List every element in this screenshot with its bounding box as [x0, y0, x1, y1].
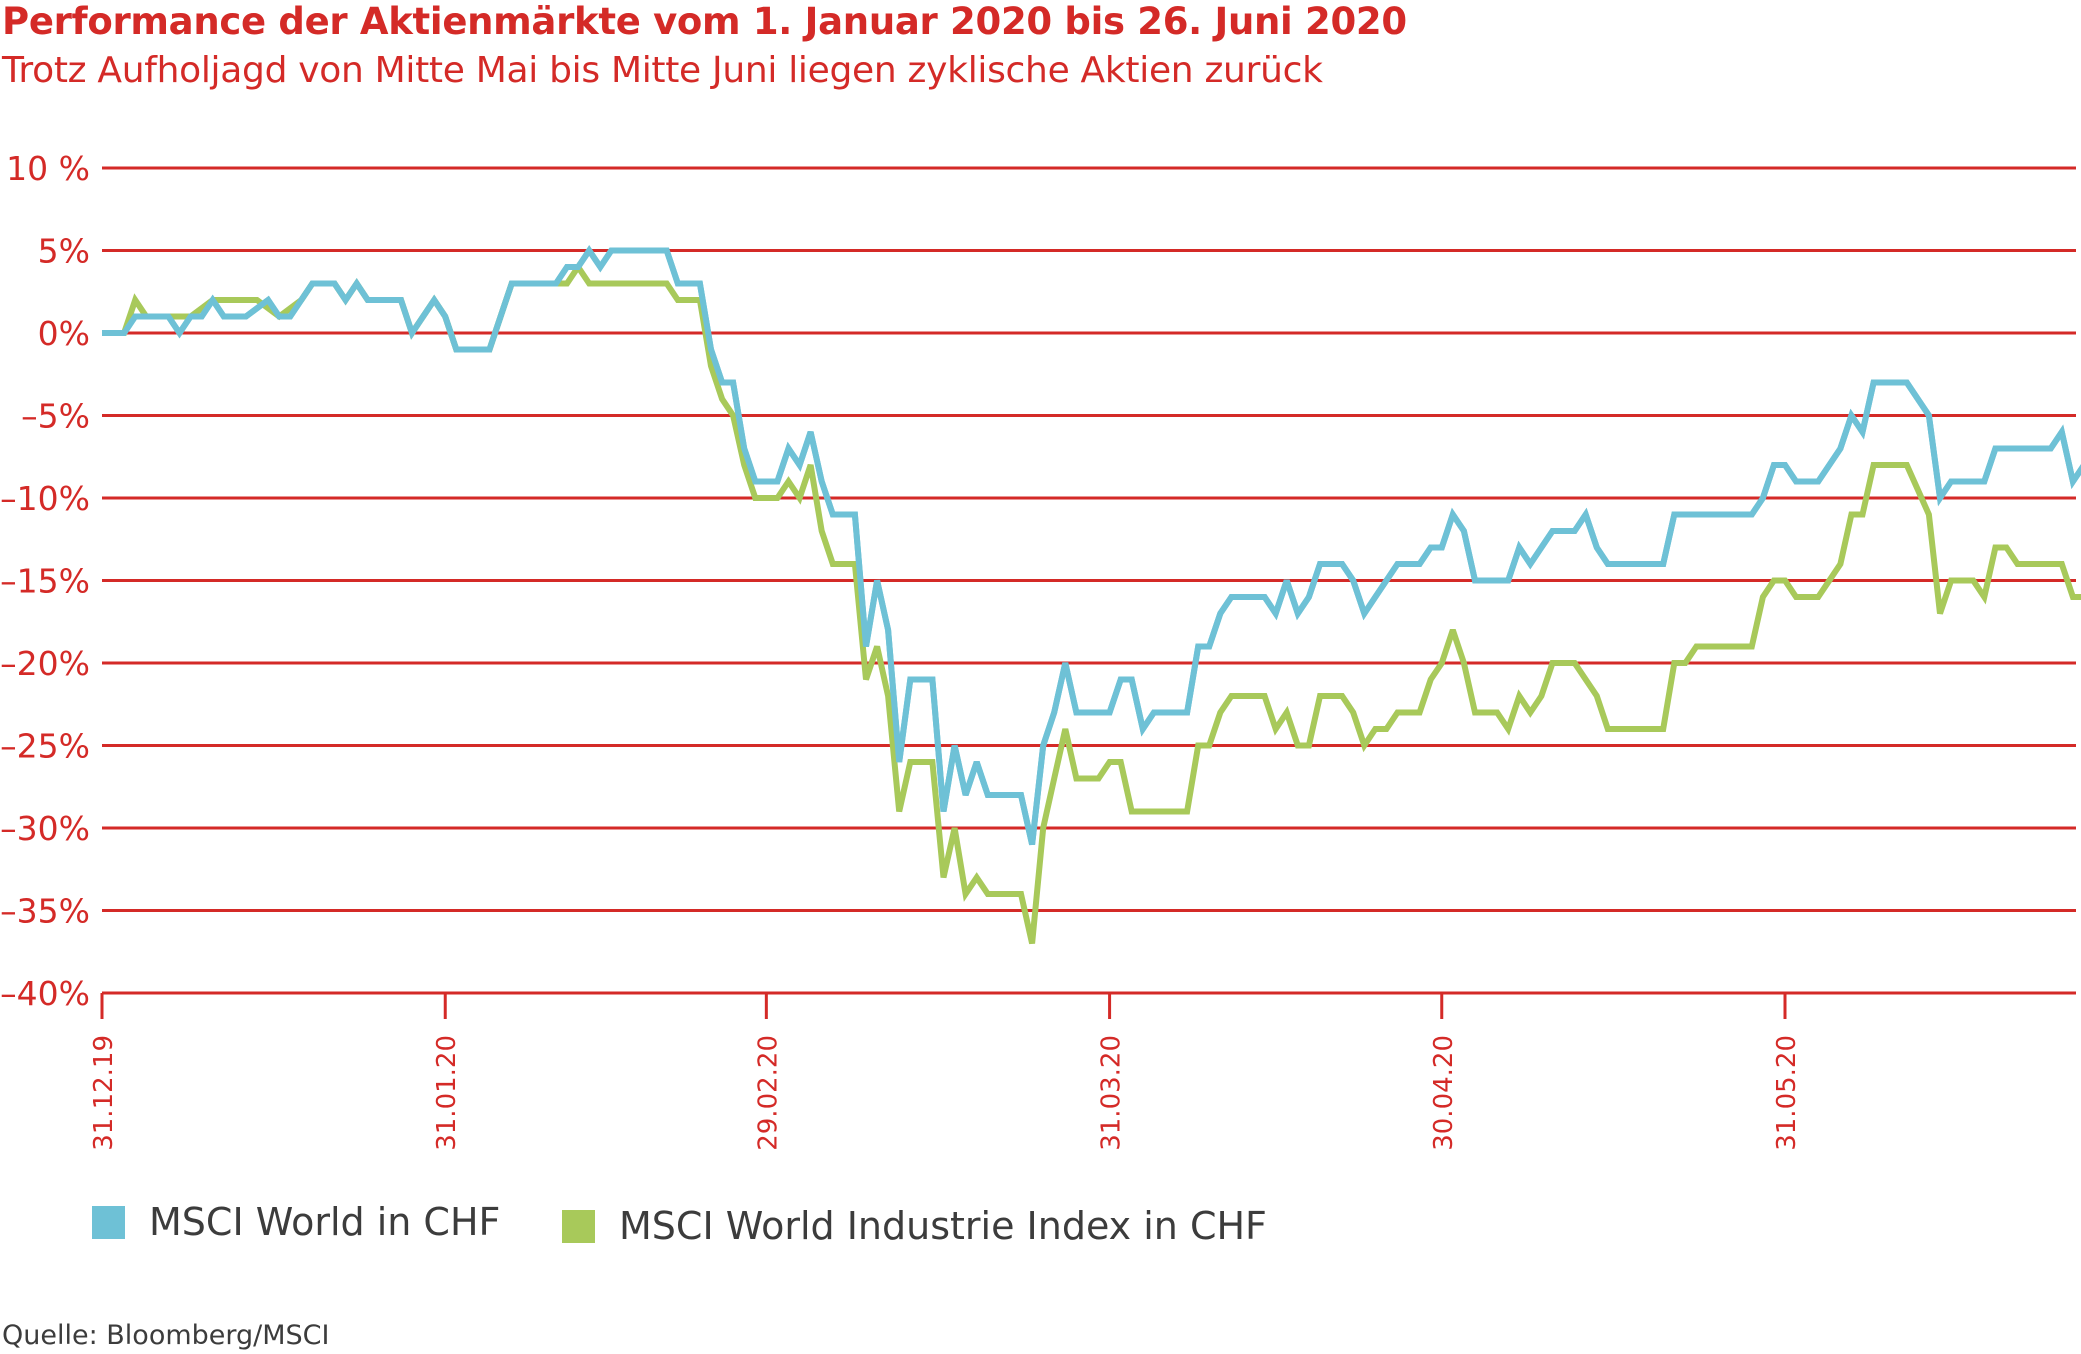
- y-tick-label: 10 %: [6, 149, 90, 188]
- x-tick-label: 31.05.20: [1772, 1035, 1802, 1151]
- x-tick-label: 30.04.20: [1429, 1035, 1459, 1151]
- x-tick-label: 29.02.20: [753, 1035, 783, 1151]
- chart-subtitle: Trotz Aufholjagd von Mitte Mai bis Mitte…: [2, 50, 1323, 91]
- y-tick-label: –20%: [0, 644, 90, 683]
- legend-label-msci-industrie: MSCI World Industrie Index in CHF: [619, 1204, 1267, 1248]
- series-line-msci-industrie: [102, 261, 2081, 945]
- legend-item-msci-world: MSCI World in CHF: [92, 1200, 500, 1244]
- y-tick-label: –25%: [0, 727, 90, 766]
- x-tick-label: 31.03.20: [1097, 1035, 1127, 1151]
- y-tick-label: –30%: [0, 809, 90, 848]
- y-tick-label: –10%: [0, 479, 90, 518]
- chart-title: Performance der Aktienmärkte vom 1. Janu…: [2, 0, 1407, 43]
- legend-item-msci-industrie: MSCI World Industrie Index in CHF: [562, 1204, 1267, 1248]
- series-line-msci-world: [102, 245, 2081, 846]
- series-line-msci-world-overlay: [102, 245, 2081, 846]
- y-tick-label: –40%: [0, 974, 90, 1013]
- y-tick-label: 5%: [38, 232, 90, 271]
- y-tick-label: –35%: [0, 892, 90, 931]
- y-tick-label: –15%: [0, 562, 90, 601]
- x-tick-label: 31.12.19: [89, 1035, 119, 1151]
- legend-swatch-msci-industrie: [562, 1209, 595, 1243]
- y-tick-label: –5%: [21, 397, 90, 436]
- line-chart: 10 % 5% 0% –5% –10% –15% –20% –25% –30% –35% –40% 3…: [0, 149, 2081, 1151]
- source-note: Quelle: Bloomberg/MSCI: [2, 1320, 330, 1351]
- y-tick-label: 0%: [38, 314, 90, 353]
- legend-swatch-msci-world: [92, 1205, 125, 1239]
- x-tick-label: 31.01.20: [432, 1035, 462, 1151]
- legend-label-msci-world: MSCI World in CHF: [149, 1200, 501, 1244]
